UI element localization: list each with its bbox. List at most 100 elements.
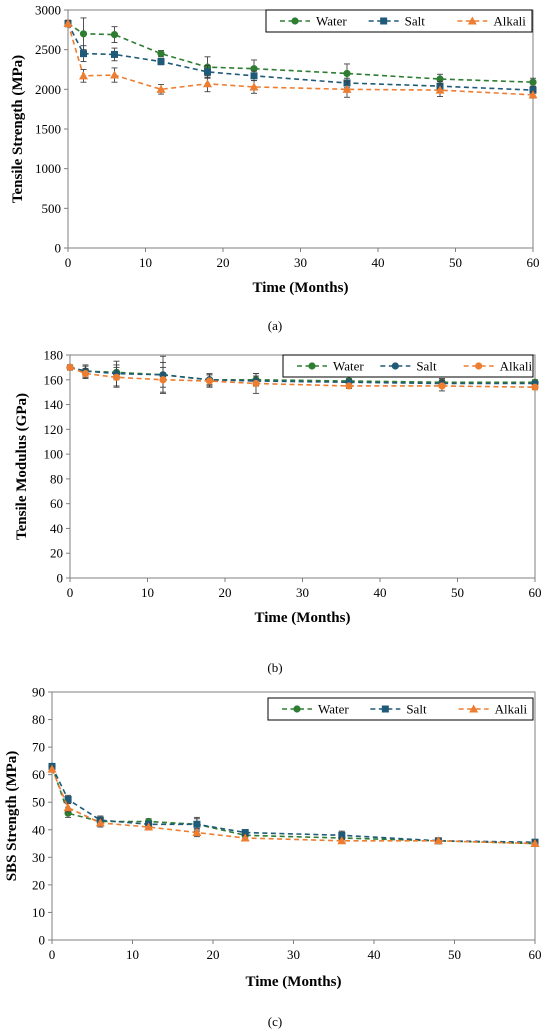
series-alkali	[66, 363, 539, 394]
x-tick-label: 50	[451, 585, 464, 600]
data-point	[64, 795, 72, 803]
legend-label: Salt	[416, 359, 437, 374]
x-tick-label: 10	[126, 947, 139, 962]
figure-caption: (c)	[268, 1014, 282, 1029]
y-tick-label: 100	[44, 447, 64, 462]
legend-label: Salt	[405, 14, 426, 29]
legend-marker	[380, 17, 388, 25]
legend-label: Alkali	[493, 14, 526, 29]
data-point	[79, 30, 88, 38]
series-line	[51, 768, 536, 845]
x-tick-label: 0	[67, 585, 74, 600]
data-point	[240, 833, 250, 842]
x-axis-label: Time (Months)	[253, 280, 349, 296]
x-tick-label: 10	[141, 585, 154, 600]
y-tick-label: 160	[44, 372, 64, 387]
y-tick-label: 40	[32, 822, 45, 837]
data-point	[250, 65, 258, 73]
x-tick-label: 0	[65, 255, 72, 270]
x-tick-label: 50	[448, 947, 461, 962]
x-tick-label: 30	[294, 255, 307, 270]
data-point	[529, 86, 537, 94]
legend-label: Salt	[406, 702, 427, 717]
x-tick-label: 10	[139, 255, 152, 270]
series-water	[48, 762, 539, 848]
data-point	[111, 50, 118, 58]
x-axis-label: Time (Months)	[255, 610, 351, 626]
data-point	[159, 376, 167, 384]
data-point	[252, 379, 260, 388]
data-point	[241, 829, 249, 837]
y-tick-label: 2500	[35, 42, 61, 57]
y-tick-label: 1500	[35, 122, 61, 137]
chart-c: 0 10 20 30 40 50 60 70 80 90 0 10 20 30 40 50 60 Time (Mo…	[4, 685, 542, 1030]
data-point	[80, 50, 87, 58]
data-point	[144, 822, 154, 831]
data-point	[530, 839, 540, 848]
legend: Water Salt Alkali	[267, 697, 534, 721]
data-point	[531, 383, 539, 391]
x-tick-label: 40	[374, 585, 387, 600]
data-point	[95, 818, 105, 827]
data-point	[157, 58, 165, 66]
x-tick-label: 40	[372, 255, 385, 270]
legend-label: Alkali	[500, 359, 533, 374]
legend: Water Salt Alkali	[282, 354, 534, 378]
data-point	[249, 82, 259, 91]
y-tick-label: 140	[44, 397, 64, 412]
legend-marker	[381, 705, 389, 713]
chart-b: 0 20 40 60 80 100 120 140 160 180 0 10 20 30 40 50 60 Tim…	[14, 348, 542, 676]
y-tick-label: 20	[32, 877, 45, 892]
series-alkali	[63, 18, 538, 99]
x-tick-label: 30	[287, 947, 300, 962]
series-salt	[48, 762, 539, 846]
data-point	[345, 382, 353, 390]
chart-a: 0 500 1000 1500 2000 2500 3000 0 10 20 30 40 50 60 Tim…	[10, 3, 540, 334]
data-point	[204, 68, 211, 76]
x-tick-label: 60	[529, 585, 542, 600]
x-tick-label: 0	[49, 947, 56, 962]
y-tick-label: 90	[32, 685, 45, 700]
data-point	[205, 377, 214, 385]
y-tick-label: 3000	[35, 3, 61, 18]
legend-marker	[391, 362, 399, 370]
y-tick-label: 80	[32, 712, 45, 727]
y-tick-label: 1000	[35, 161, 61, 176]
legend-marker	[293, 705, 301, 713]
y-tick-label: 60	[32, 767, 45, 782]
series-line	[51, 766, 536, 845]
x-tick-label: 60	[529, 947, 542, 962]
y-tick-label: 500	[42, 201, 62, 216]
legend: Water Salt Alkali	[265, 9, 533, 33]
x-tick-label: 20	[217, 255, 230, 270]
y-tick-label: 0	[57, 571, 64, 586]
data-point	[63, 803, 73, 812]
data-point	[81, 369, 90, 378]
x-tick-label: 30	[296, 585, 309, 600]
data-point	[156, 84, 166, 93]
y-tick-label: 20	[50, 546, 63, 561]
x-tick-label: 20	[207, 947, 220, 962]
plot-area	[67, 9, 534, 249]
data-point	[79, 71, 88, 80]
data-point	[342, 84, 352, 93]
data-point	[157, 50, 165, 58]
y-tick-label: 40	[50, 521, 63, 536]
legend-label: Water	[333, 359, 364, 374]
y-tick-label: 0	[55, 241, 62, 256]
y-tick-label: 120	[44, 422, 64, 437]
x-tick-label: 40	[368, 947, 381, 962]
data-point	[438, 382, 446, 390]
y-axis-label: SBS Strength (MPa)	[4, 751, 20, 882]
y-axis-label: Tensile Strength (MPa)	[10, 55, 26, 203]
legend-marker	[475, 362, 483, 370]
y-tick-label: 30	[32, 850, 45, 865]
legend-marker	[469, 704, 479, 713]
data-point	[337, 836, 347, 845]
x-tick-label: 60	[527, 255, 540, 270]
figure-caption: (b)	[267, 660, 282, 675]
y-axis-label: Tensile Modulus (GPa)	[14, 393, 30, 540]
data-point	[250, 72, 258, 80]
x-tick-label: 20	[219, 585, 232, 600]
